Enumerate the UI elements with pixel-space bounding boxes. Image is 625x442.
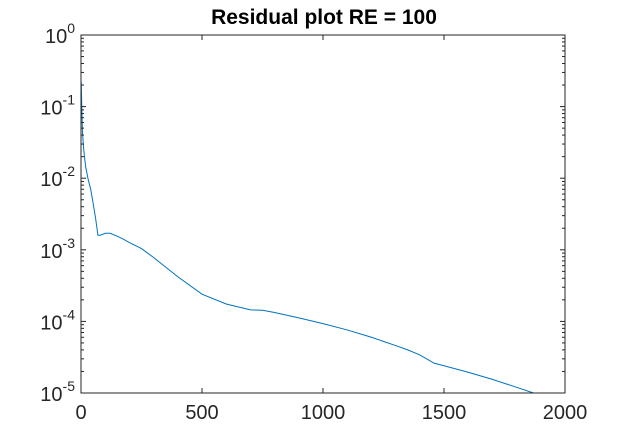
y-tick-exponent: -1 [63, 92, 76, 108]
y-tick-exponent: -5 [63, 378, 76, 394]
y-tick-base: 10 [45, 26, 67, 48]
y-tick-label: 10-5 [40, 378, 75, 406]
y-tick-label: 10-1 [40, 92, 75, 120]
y-tick-base: 10 [40, 169, 62, 191]
chart-title: Residual plot RE = 100 [211, 6, 437, 29]
plot-area [80, 82, 534, 394]
y-tick-exponent: 0 [67, 20, 75, 36]
x-tick-label: 2000 [543, 402, 588, 424]
y-tick-label: 10-2 [40, 163, 75, 191]
x-tick-label: 1500 [422, 402, 467, 424]
axes-box [80, 34, 566, 394]
x-tick-label: 500 [185, 402, 218, 424]
y-tick-label: 10-3 [40, 235, 75, 263]
series-line-0 [80, 82, 534, 394]
axes [80, 34, 566, 394]
y-tick-base: 10 [40, 384, 62, 406]
x-tick-label: 1000 [301, 402, 346, 424]
y-tick-label: 10-4 [40, 306, 75, 334]
y-tick-base: 10 [40, 312, 62, 334]
y-tick-exponent: -2 [63, 163, 76, 179]
y-tick-base: 10 [40, 98, 62, 120]
x-tick-label: 0 [75, 402, 86, 424]
y-tick-label: 100 [45, 20, 75, 48]
y-tick-exponent: -4 [63, 306, 76, 322]
y-tick-base: 10 [40, 241, 62, 263]
y-tick-exponent: -3 [63, 235, 76, 251]
